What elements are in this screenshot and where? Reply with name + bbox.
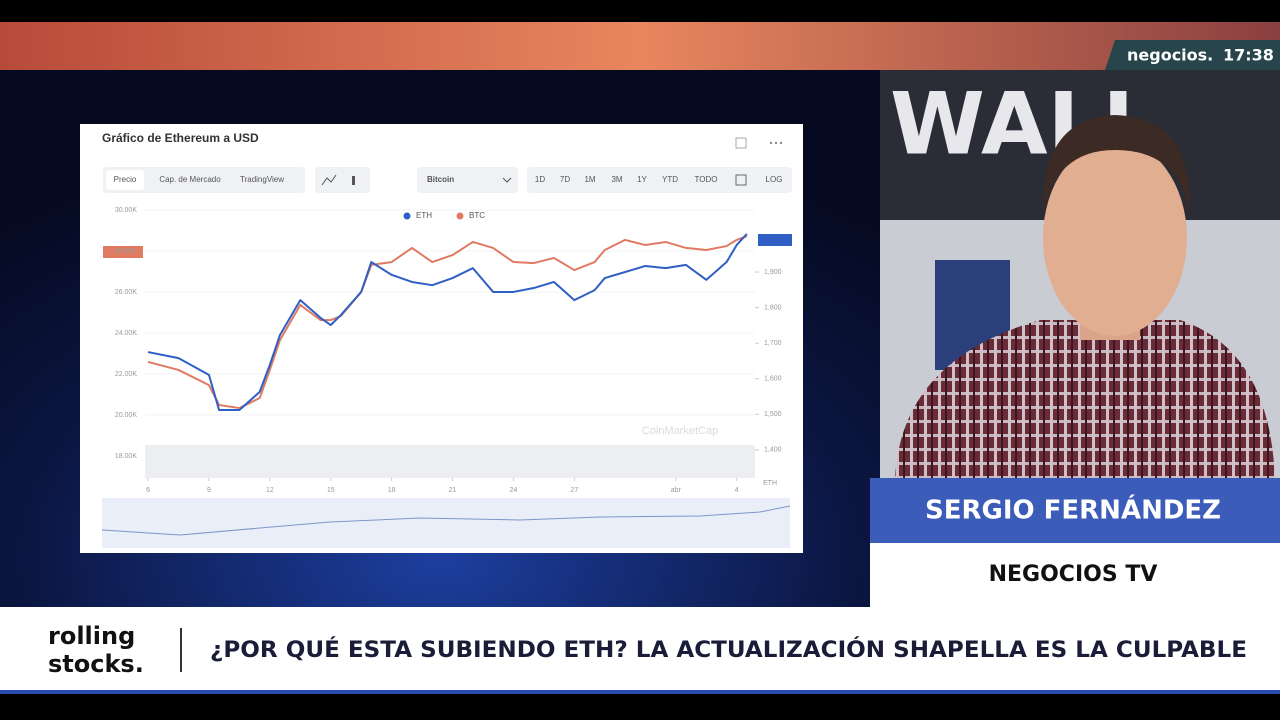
x-tick-label: 27 (570, 487, 578, 494)
y-tick-label: 22.00K (115, 371, 138, 378)
presenter-name: SERGIO FERNÁNDEZ (925, 494, 1221, 526)
y2-tick-label: 1,900 (764, 269, 782, 276)
y-tick-label: 18.00K (115, 453, 138, 460)
y-tick-label: 30.00K (115, 207, 138, 214)
x-tick-label: 9 (207, 487, 211, 494)
line-icon[interactable] (321, 174, 337, 186)
top-bar (0, 0, 1280, 22)
series-line (147, 235, 748, 410)
range-button[interactable]: 1M (584, 175, 595, 184)
y2-tick-label: 1,800 (764, 304, 782, 311)
y2-tick-label: 1,500 (764, 411, 782, 418)
eth-price-tag (758, 234, 792, 246)
candle-icon[interactable] (352, 176, 355, 185)
y-tick-label: 20.00K (115, 412, 138, 419)
x-tick-label: 15 (327, 487, 335, 494)
x-tick-label: 4 (735, 487, 739, 494)
presenter-hair (1042, 115, 1191, 215)
range-button[interactable]: 7D (560, 175, 570, 184)
x-tick-label: 24 (510, 487, 518, 494)
compare-label[interactable]: Bitcoin (427, 175, 454, 184)
y2-tick-label: 1,700 (764, 340, 782, 347)
x-tick-label: 6 (146, 487, 150, 494)
y-tick-label: 28.00K (115, 248, 138, 255)
y-tick-label: 26.00K (115, 289, 138, 296)
legend-marker (456, 212, 464, 220)
x-tick-label: 18 (388, 487, 396, 494)
range-button[interactable]: TODO (695, 175, 718, 184)
y2-tick-label: 1,600 (764, 376, 782, 383)
y-tick-label: 24.00K (115, 330, 138, 337)
log-button[interactable]: LOG (766, 175, 783, 184)
range-button[interactable]: 1D (535, 175, 545, 184)
watermark: CoinMarketCap (642, 425, 718, 437)
ticker (0, 607, 1280, 690)
y2-axis-label: ETH (763, 480, 777, 487)
chart-title: Gráfico de Ethereum a USD (102, 131, 259, 145)
clock: 17:38 (1223, 46, 1274, 65)
range-button[interactable]: YTD (662, 175, 678, 184)
tab-group (103, 167, 305, 193)
range-group (527, 167, 792, 193)
x-tick-label: 21 (449, 487, 457, 494)
x-tick-label: 12 (266, 487, 274, 494)
tab[interactable]: Cap. de Mercado (159, 175, 221, 184)
legend-label: ETH (416, 211, 432, 220)
tab[interactable]: TradingView (240, 175, 284, 184)
dropdown-arrow (502, 177, 512, 183)
name-box (870, 478, 1280, 543)
channel-badge (1105, 40, 1280, 70)
chart-card: Gráfico de Ethereum a USD Precio Cap. de… (80, 124, 803, 553)
compare-dropdown[interactable] (417, 167, 518, 193)
headline: ¿POR QUÉ ESTA SUBIENDO ETH? LA ACTUALIZA… (210, 637, 1247, 663)
card-bg (80, 124, 803, 553)
range-button[interactable]: 1Y (637, 175, 647, 184)
affiliation-box (870, 543, 1280, 607)
legend-marker (403, 212, 411, 220)
menu-icon[interactable] (779, 141, 783, 145)
presenter-face (1043, 140, 1187, 336)
channel: negocios. (1127, 46, 1213, 65)
logo-line: rolling (48, 622, 135, 650)
bottom-stripe (0, 690, 1280, 694)
y2-tick-label: 1,400 (764, 447, 782, 454)
chart-style-group[interactable] (315, 167, 370, 193)
volume-area (145, 445, 755, 478)
fullscreen-icon[interactable] (735, 137, 747, 149)
range-button[interactable]: 3M (611, 175, 622, 184)
tab[interactable]: Precio (114, 175, 137, 184)
series-line (147, 233, 748, 412)
navigator[interactable] (102, 498, 790, 548)
menu-icon[interactable] (769, 141, 773, 145)
presenter-affiliation: NEGOCIOS TV (989, 562, 1158, 587)
tab-selected (106, 170, 144, 190)
calendar-icon[interactable] (735, 174, 747, 186)
menu-icon[interactable] (774, 141, 778, 145)
x-tick-label: abr (671, 487, 682, 494)
navigator-line (101, 505, 791, 536)
presenter-shirt (895, 320, 1275, 480)
logo-line: stocks. (48, 650, 144, 678)
bottom-bar (0, 690, 1280, 720)
top-stripe (0, 22, 1280, 70)
btc-price-tag (103, 246, 143, 258)
legend-label: BTC (469, 211, 485, 220)
